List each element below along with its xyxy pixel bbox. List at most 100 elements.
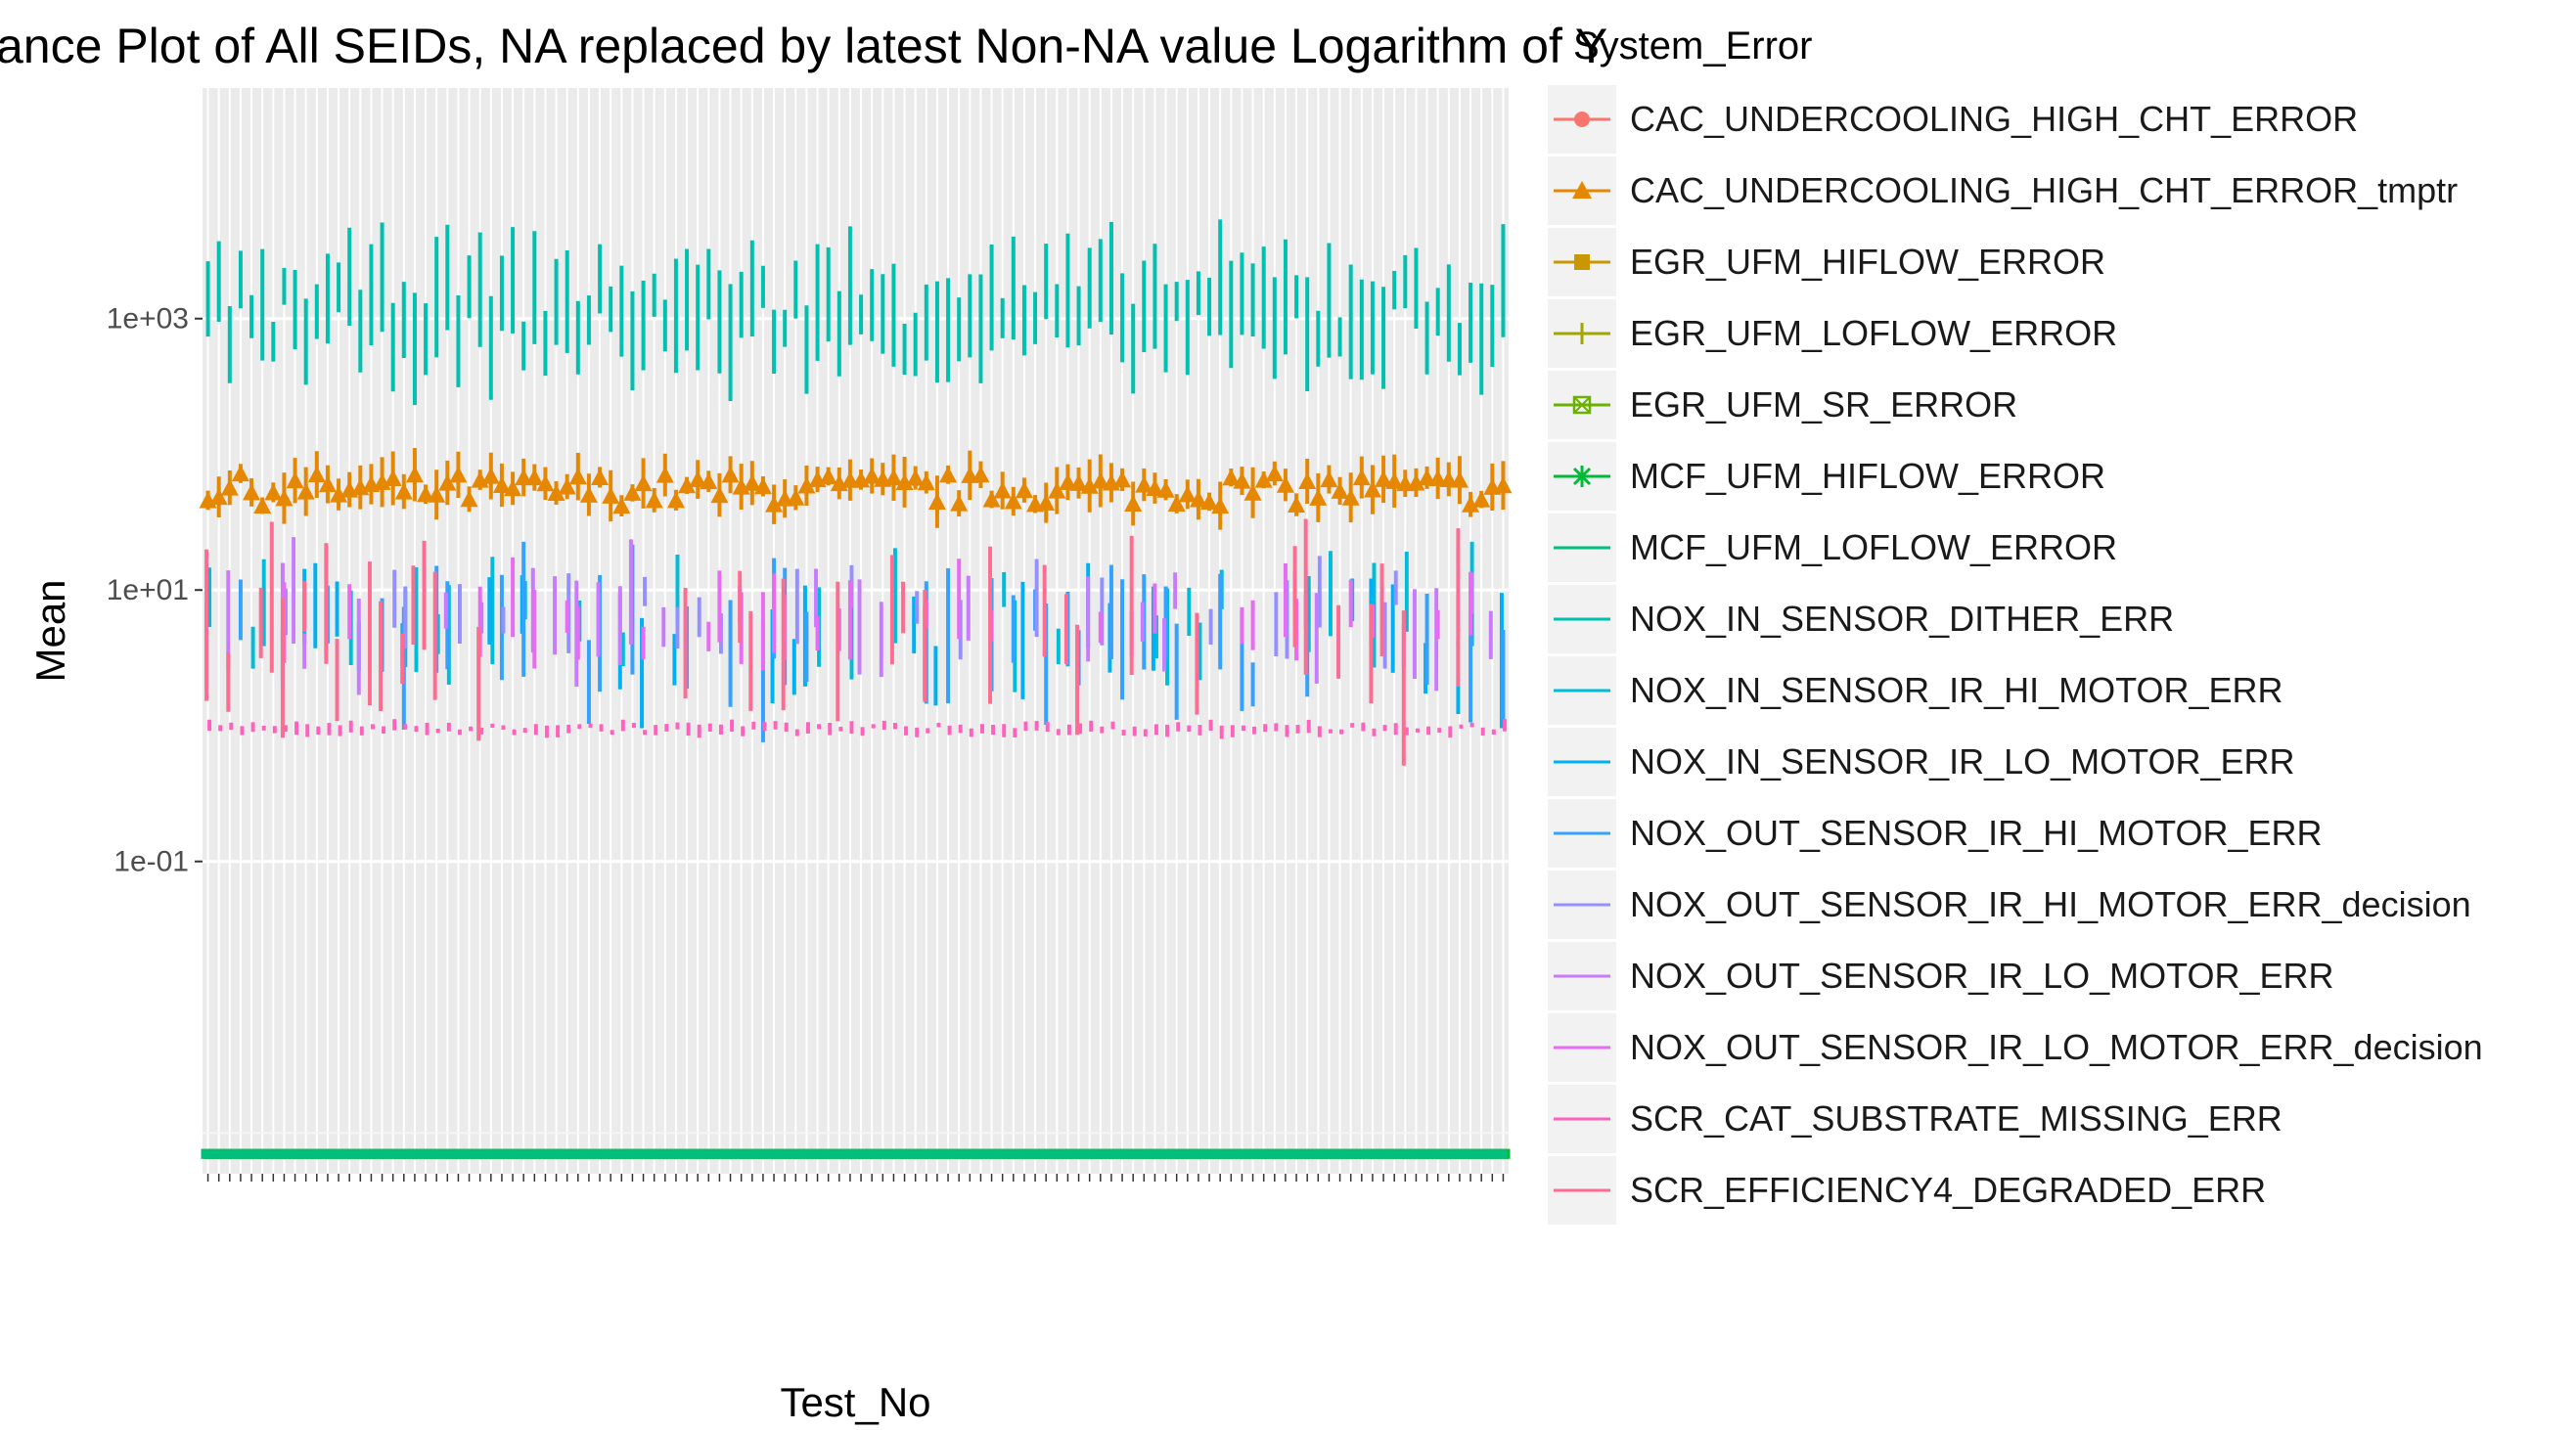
series-cac-undercooling-high-cht-error-tmptr [199,448,1513,530]
data-point [525,469,544,486]
data-point [743,473,761,491]
data-point [1387,1148,1399,1159]
data-point [1243,483,1262,501]
data-point [353,1148,365,1159]
data-point [547,484,565,502]
data-point [201,1148,212,1159]
data-point [1200,492,1219,510]
data-point [906,469,925,486]
data-point [307,466,326,483]
data-point [527,1148,539,1159]
data-point [1363,480,1381,498]
data-point [657,1148,669,1159]
data-point [982,490,1001,508]
data-point [972,466,990,483]
data-point [655,466,674,483]
data-point [1418,469,1436,486]
data-point [593,1148,605,1159]
data-point [995,1148,1007,1159]
data-point [691,1148,702,1159]
data-point [1061,1148,1072,1159]
legend-key-marker [1572,395,1592,415]
data-point [1407,473,1425,491]
data-point [1213,1148,1225,1159]
data-point [842,1148,854,1159]
data-point [1235,1148,1246,1159]
data-point [908,1148,920,1159]
legend-key-marker [1572,181,1592,199]
data-point [296,482,315,500]
data-point [1462,495,1480,513]
data-point [767,1148,779,1159]
data-point [481,467,500,484]
data-point [1298,472,1317,490]
data-point [451,1148,463,1159]
data-point [385,1148,397,1159]
data-point [473,1148,484,1159]
legend-key-marker [1574,254,1590,270]
data-point [1191,1148,1202,1159]
legend-label: NOX_OUT_SENSOR_IR_LO_MOTOR_ERR [1630,956,2334,996]
data-point [865,1148,877,1159]
data-point [288,1148,299,1159]
data-point [1004,492,1022,510]
data-point [1377,1148,1388,1159]
data-point [1178,485,1197,503]
data-point [1267,1148,1279,1159]
legend-label: NOX_IN_SENSOR_IR_HI_MOTOR_ERR [1630,670,2283,710]
data-point [1289,1148,1301,1159]
data-point [1224,1148,1236,1159]
data-point [428,485,446,503]
data-point [1343,1148,1355,1159]
y-tick-label: 1e+03 [107,303,189,335]
legend-key-marker [1573,396,1591,414]
data-point [1091,471,1109,489]
data-point [1341,488,1360,506]
data-point [492,476,511,494]
data-point [384,469,402,487]
y-tick-label: 1e+01 [107,574,189,606]
data-point [623,483,642,501]
data-point [222,1148,234,1159]
data-point [1485,1148,1497,1159]
data-point [1276,475,1294,493]
legend-label: NOX_OUT_SENSOR_IR_HI_MOTOR_ERR [1630,813,2323,853]
data-point [264,483,283,501]
data-point [277,1148,289,1159]
data-point [581,1148,593,1159]
legend-label: NOX_OUT_SENSOR_IR_LO_MOTOR_ERR_decision [1630,1027,2483,1067]
data-point [1428,469,1447,487]
data-point [701,1148,713,1159]
panel-background [203,88,1509,1174]
data-point [666,491,685,509]
data-point [320,1148,332,1159]
data-point [1439,469,1458,487]
data-point [536,474,555,492]
data-point [604,1148,615,1159]
data-point [309,1148,321,1159]
data-point [449,466,468,483]
data-point [332,1148,343,1159]
data-point [963,1148,974,1159]
data-point [1265,465,1284,482]
data-point [419,1148,430,1159]
data-point [634,474,653,492]
legend-label: CAC_UNDERCOOLING_HIGH_CHT_ERROR [1630,99,2358,139]
data-point [275,489,294,507]
data-point [504,479,522,497]
data-point [1080,476,1099,494]
data-point [570,1148,582,1159]
data-point [245,1148,256,1159]
data-point [1430,1148,1442,1159]
data-point [549,1148,561,1159]
data-point [1352,469,1371,486]
data-point [405,466,424,483]
data-point [787,488,805,506]
data-point [209,488,228,506]
data-point [558,477,576,495]
data-point [538,1148,550,1159]
data-point [625,1148,637,1159]
data-point [1420,1148,1431,1159]
data-point [1115,1148,1127,1159]
